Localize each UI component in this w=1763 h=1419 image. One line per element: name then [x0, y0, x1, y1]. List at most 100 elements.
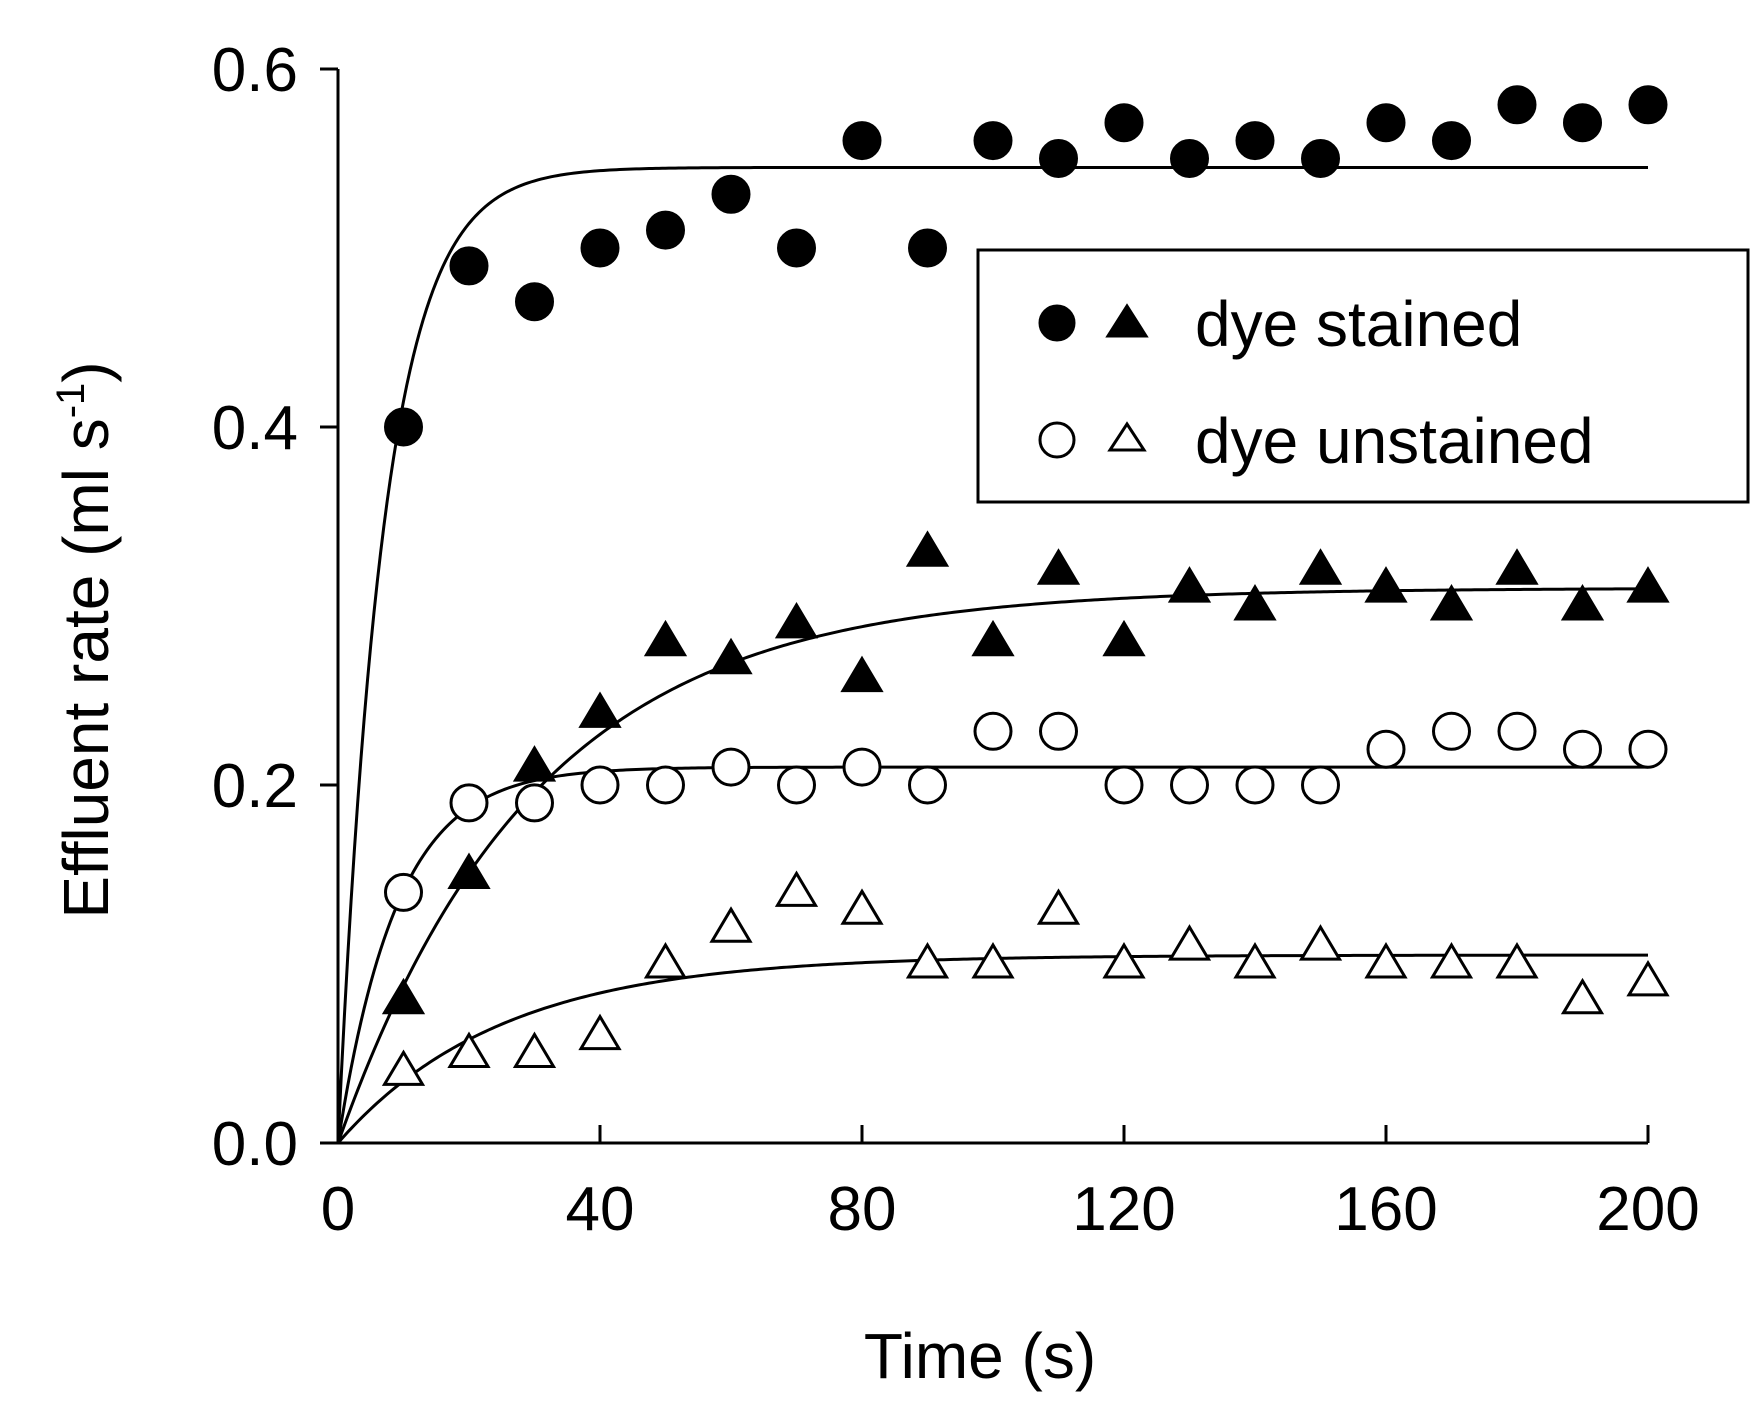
data-point-triangle	[1364, 942, 1408, 979]
data-point-circle	[1235, 765, 1275, 805]
fit-curve	[336, 587, 1649, 1144]
data-point-triangle	[1429, 942, 1474, 979]
data-point-triangle	[840, 655, 884, 693]
data-point-circle	[384, 872, 423, 912]
data-point-triangle	[447, 852, 491, 889]
y-axis-title-text: Effluent rate (ml s-1)	[49, 361, 122, 918]
data-point-circle	[1104, 103, 1144, 143]
data-point-triangle	[971, 942, 1015, 979]
data-point-circle	[777, 765, 816, 805]
legend-marker-stained-triangle	[1105, 303, 1149, 338]
data-point-circle	[842, 747, 882, 787]
data-point-triangle	[1167, 566, 1212, 603]
data-point-triangle	[1233, 584, 1277, 621]
data-point-triangle	[643, 619, 688, 657]
data-point-circle	[646, 210, 685, 250]
data-point-triangle	[578, 691, 622, 728]
data-point-triangle	[447, 1031, 491, 1068]
legend-marker-unstained-triangle	[1107, 421, 1147, 452]
data-point-circle	[384, 407, 423, 447]
data-point-triangle	[381, 977, 426, 1015]
data-point-circle	[908, 765, 947, 805]
axes: 0 40 80 120 160 200 0.0 0.2 0.4 0.6	[212, 36, 1700, 1244]
data-point-circle	[1432, 711, 1471, 751]
data-point-triangle	[1102, 619, 1146, 657]
data-point-circle	[1497, 85, 1537, 125]
data-point-triangle	[1233, 942, 1277, 979]
data-point-circle	[449, 783, 489, 823]
data-point-circle	[1366, 103, 1406, 143]
data-point-circle	[842, 121, 882, 161]
data-point-circle	[711, 174, 751, 214]
y-tick-label: 0.0	[212, 1110, 298, 1179]
data-point-triangle	[971, 619, 1015, 657]
data-point-circle	[711, 747, 751, 787]
data-point-triangle	[774, 870, 819, 907]
y-axis-title-main: Effluent rate (ml s	[50, 418, 122, 918]
x-tick-label: 200	[1596, 1175, 1699, 1244]
y-tick-label: 0.2	[212, 752, 298, 821]
data-point-triangle	[1298, 548, 1343, 585]
data-point-triangle	[643, 942, 688, 979]
data-point-triangle	[1102, 942, 1146, 979]
y-axis-title: Effluent rate (ml s-1)	[49, 361, 122, 918]
data-point-triangle	[381, 1049, 426, 1086]
data-point-triangle	[1626, 566, 1670, 603]
data-point-triangle	[1560, 584, 1605, 621]
x-tick-label: 0	[321, 1175, 355, 1244]
x-tick-label: 40	[566, 1175, 635, 1244]
data-point-circle	[1366, 729, 1406, 769]
data-point-circle	[580, 765, 620, 805]
fit-curve	[336, 165, 1648, 1144]
data-point-triangle	[1036, 888, 1081, 925]
y-tick-label: 0.4	[212, 394, 298, 463]
data-point-triangle	[512, 745, 557, 782]
data-point-circle	[908, 228, 947, 268]
x-tick-label: 160	[1334, 1175, 1437, 1244]
data-point-triangle	[578, 1013, 622, 1051]
y-axis-title-close: )	[50, 361, 122, 382]
data-point-triangle	[1364, 566, 1408, 603]
data-point-circle	[449, 246, 489, 286]
data-point-circle	[1301, 765, 1340, 805]
data-point-circle	[1039, 711, 1078, 751]
data-point-circle	[1628, 729, 1668, 769]
data-point-circle	[1170, 139, 1209, 178]
data-point-triangle	[774, 601, 819, 639]
data-point-circle	[580, 228, 620, 268]
data-point-triangle	[512, 1031, 557, 1068]
data-point-circle	[1104, 765, 1144, 805]
data-point-circle	[1628, 85, 1668, 125]
fit-curves	[336, 165, 1649, 1144]
data-point-triangle	[1560, 977, 1605, 1015]
data-point-triangle	[1167, 924, 1212, 961]
data-point-triangle	[1036, 548, 1081, 585]
data-point-triangle	[1495, 942, 1539, 979]
legend-marker-stained-circle	[1038, 304, 1076, 342]
legend: dye stained dye unstained	[976, 248, 1750, 504]
y-tick-label: 0.6	[212, 36, 298, 105]
data-point-triangle	[709, 906, 753, 943]
data-point-triangle	[905, 942, 950, 979]
data-point-triangle	[1298, 924, 1343, 961]
legend-box	[976, 248, 1750, 504]
y-axis-title-superscript: -1	[49, 383, 93, 419]
data-point-circle	[1039, 139, 1078, 178]
data-point-circle	[777, 228, 816, 268]
data-point-triangle	[1429, 584, 1474, 621]
x-axis-title: Time (s)	[864, 1320, 1096, 1392]
data-point-triangle	[905, 530, 950, 567]
data-point-circle	[1432, 121, 1471, 161]
data-point-circle	[515, 282, 554, 322]
data-point-circle	[1563, 103, 1602, 143]
legend-label-dye-stained: dye stained	[1195, 288, 1522, 360]
legend-label-dye-unstained: dye unstained	[1195, 405, 1594, 477]
data-point-triangle	[1495, 548, 1539, 585]
legend-marker-unstained-circle	[1038, 421, 1076, 459]
data-points	[381, 85, 1670, 1086]
data-point-circle	[1235, 121, 1275, 161]
data-point-circle	[1301, 139, 1340, 178]
data-point-triangle	[709, 637, 753, 675]
